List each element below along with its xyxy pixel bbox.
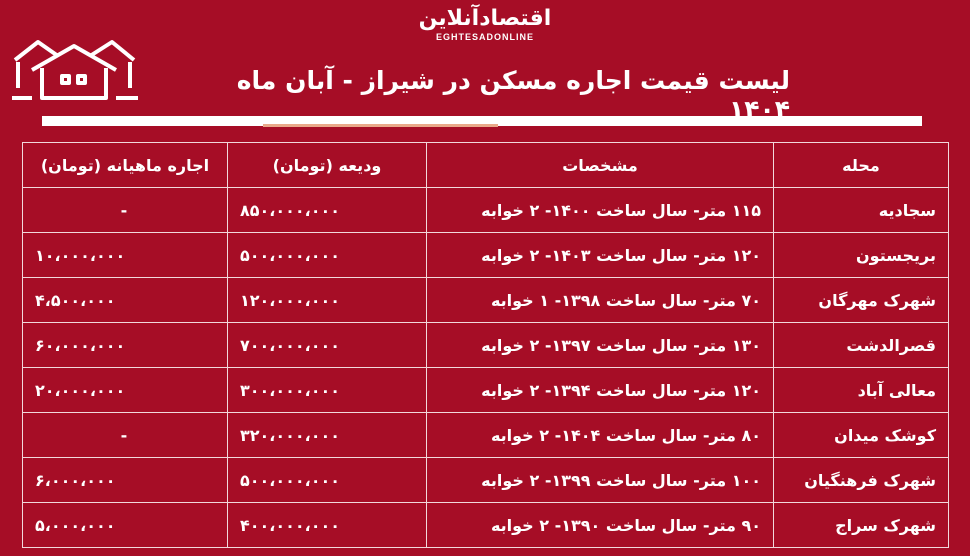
table-row: کوشک میدان ۸۰ متر- سال ساخت ۱۴۰۴- ۲ خوابه… [22,412,949,458]
cell-rent: ۶،۰۰۰،۰۰۰ [22,457,228,503]
cell-rent: ۱۰،۰۰۰،۰۰۰ [22,232,228,278]
cell-rent: ۵،۰۰۰،۰۰۰ [22,502,228,548]
cell-area: شهرک سراج [773,502,949,548]
cell-spec: ۹۰ متر- سال ساخت ۱۳۹۰- ۲ خوابه [426,502,774,548]
table-row: شهرک مهرگان ۷۰ متر- سال ساخت ۱۳۹۸- ۱ خواب… [22,277,949,323]
cell-area: معالی آباد [773,367,949,413]
logo-en: EGHTESADONLINE [435,32,534,42]
cell-spec: ۱۲۰ متر- سال ساخت ۱۴۰۳- ۲ خوابه [426,232,774,278]
rent-price-table: محله مشخصات ودیعه (تومان) اجاره ماهیانه … [22,142,949,548]
cell-area: کوشک میدان [773,412,949,458]
header-rent: اجاره ماهیانه (تومان) [22,142,228,188]
cell-area: شهرک مهرگان [773,277,949,323]
page-title: لیست قیمت اجاره مسکن در شیراز - آبان ماه… [236,66,790,124]
logo: اقتصادآنلاین EGHTESADONLINE [400,6,570,48]
header-deposit: ودیعه (تومان) [227,142,427,188]
cell-spec: ۱۰۰ متر- سال ساخت ۱۳۹۹- ۲ خوابه [426,457,774,503]
cell-area: سجادیه [773,187,949,233]
cell-spec: ۸۰ متر- سال ساخت ۱۴۰۴- ۲ خوابه [426,412,774,458]
cell-rent: ۲۰،۰۰۰،۰۰۰ [22,367,228,413]
cell-spec: ۷۰ متر- سال ساخت ۱۳۹۸- ۱ خوابه [426,277,774,323]
cell-spec: ۱۲۰ متر- سال ساخت ۱۳۹۴- ۲ خوابه [426,367,774,413]
header-spec: مشخصات [426,142,774,188]
table-row: قصرالدشت ۱۳۰ متر- سال ساخت ۱۳۹۷- ۲ خوابه ۷… [22,322,949,368]
table-row: شهرک سراج ۹۰ متر- سال ساخت ۱۳۹۰- ۲ خوابه ۴… [22,502,949,548]
cell-rent: - [22,412,228,458]
cell-deposit: ۸۵۰،۰۰۰،۰۰۰ [227,187,427,233]
table-header: محله مشخصات ودیعه (تومان) اجاره ماهیانه … [22,142,949,188]
cell-deposit: ۷۰۰،۰۰۰،۰۰۰ [227,322,427,368]
table-row: شهرک فرهنگیان ۱۰۰ متر- سال ساخت ۱۳۹۹- ۲ خ… [22,457,949,503]
cell-deposit: ۳۰۰،۰۰۰،۰۰۰ [227,367,427,413]
cell-deposit: ۳۲۰،۰۰۰،۰۰۰ [227,412,427,458]
table-row: معالی آباد ۱۲۰ متر- سال ساخت ۱۳۹۴- ۲ خواب… [22,367,949,413]
table-row: سجادیه ۱۱۵ متر- سال ساخت ۱۴۰۰- ۲ خوابه ۸۵۰… [22,187,949,233]
cell-area: شهرک فرهنگیان [773,457,949,503]
divider [42,116,922,126]
cell-deposit: ۴۰۰،۰۰۰،۰۰۰ [227,502,427,548]
cell-deposit: ۵۰۰،۰۰۰،۰۰۰ [227,232,427,278]
cell-spec: ۱۳۰ متر- سال ساخت ۱۳۹۷- ۲ خوابه [426,322,774,368]
cell-area: قصرالدشت [773,322,949,368]
cell-deposit: ۵۰۰،۰۰۰،۰۰۰ [227,457,427,503]
cell-area: بریجستون [773,232,949,278]
cell-rent: - [22,187,228,233]
table-row: بریجستون ۱۲۰ متر- سال ساخت ۱۴۰۳- ۲ خوابه ۵… [22,232,949,278]
cell-rent: ۶۰،۰۰۰،۰۰۰ [22,322,228,368]
house-icon [12,40,138,100]
accent-divider [263,124,498,127]
header-area: محله [773,142,949,188]
cell-deposit: ۱۲۰،۰۰۰،۰۰۰ [227,277,427,323]
cell-rent: ۴،۵۰۰،۰۰۰ [22,277,228,323]
cell-spec: ۱۱۵ متر- سال ساخت ۱۴۰۰- ۲ خوابه [426,187,774,233]
logo-fa: اقتصادآنلاین [418,6,552,31]
